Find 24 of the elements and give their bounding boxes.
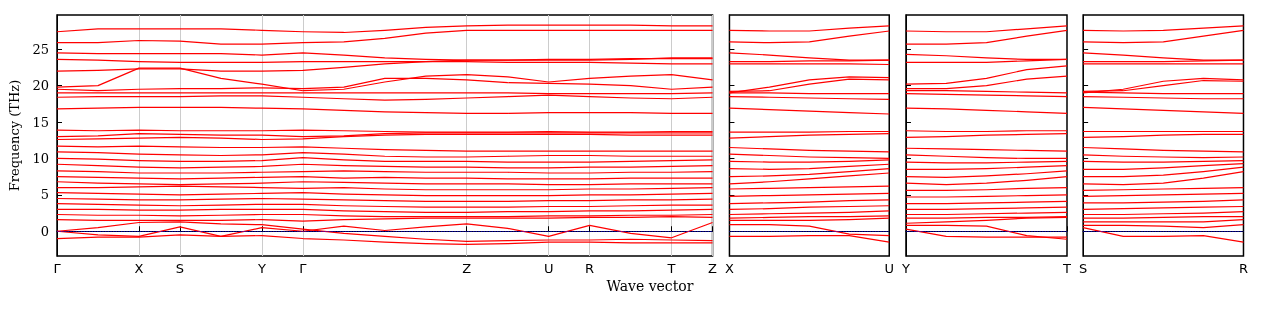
x-axis-title: Wave vector bbox=[605, 278, 695, 294]
x-tick-label: S bbox=[1078, 261, 1088, 276]
x-tick-label: S bbox=[175, 261, 185, 276]
x-tick-label: Γ bbox=[299, 261, 308, 276]
y-tick-label: 5 bbox=[40, 187, 49, 203]
y-tick-label: 25 bbox=[32, 41, 49, 57]
x-tick-label: R bbox=[1238, 261, 1249, 276]
x-tick-label: T bbox=[666, 261, 676, 276]
y-tick-label: 15 bbox=[32, 114, 49, 130]
y-tick-label: 10 bbox=[32, 150, 49, 166]
y-tick-label: 20 bbox=[32, 78, 49, 94]
x-tick-label: Z bbox=[708, 261, 718, 276]
x-tick-label: Γ bbox=[53, 261, 62, 276]
x-tick-label: U bbox=[884, 261, 894, 276]
y-axis-title: Frequency (THz) bbox=[7, 79, 22, 192]
x-tick-label: Z bbox=[462, 261, 472, 276]
x-tick-label: X bbox=[725, 261, 734, 276]
y-tick-label: 0 bbox=[40, 223, 49, 239]
x-tick-label: Y bbox=[256, 261, 266, 276]
x-tick-label: U bbox=[543, 261, 554, 276]
x-tick-label: R bbox=[585, 261, 595, 276]
x-tick-label: T bbox=[1062, 261, 1072, 276]
x-tick-label: Y bbox=[900, 261, 910, 276]
x-tick-label: X bbox=[134, 261, 144, 276]
